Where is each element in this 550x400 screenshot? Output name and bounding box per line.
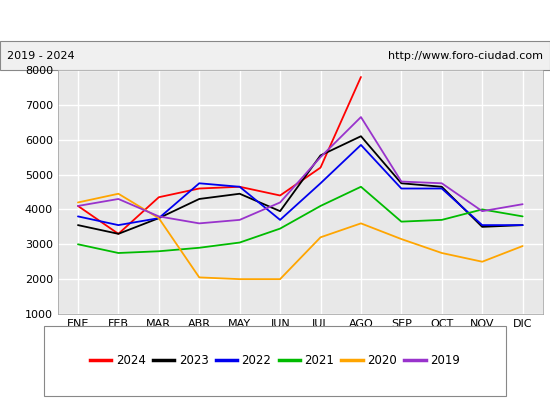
Text: Evolucion Nº Turistas Extranjeros en el municipio de Lorca: Evolucion Nº Turistas Extranjeros en el …	[52, 14, 498, 28]
Text: http://www.foro-ciudad.com: http://www.foro-ciudad.com	[388, 51, 543, 61]
Legend: 2024, 2023, 2022, 2021, 2020, 2019: 2024, 2023, 2022, 2021, 2020, 2019	[85, 350, 465, 372]
Text: 2019 - 2024: 2019 - 2024	[7, 51, 74, 61]
